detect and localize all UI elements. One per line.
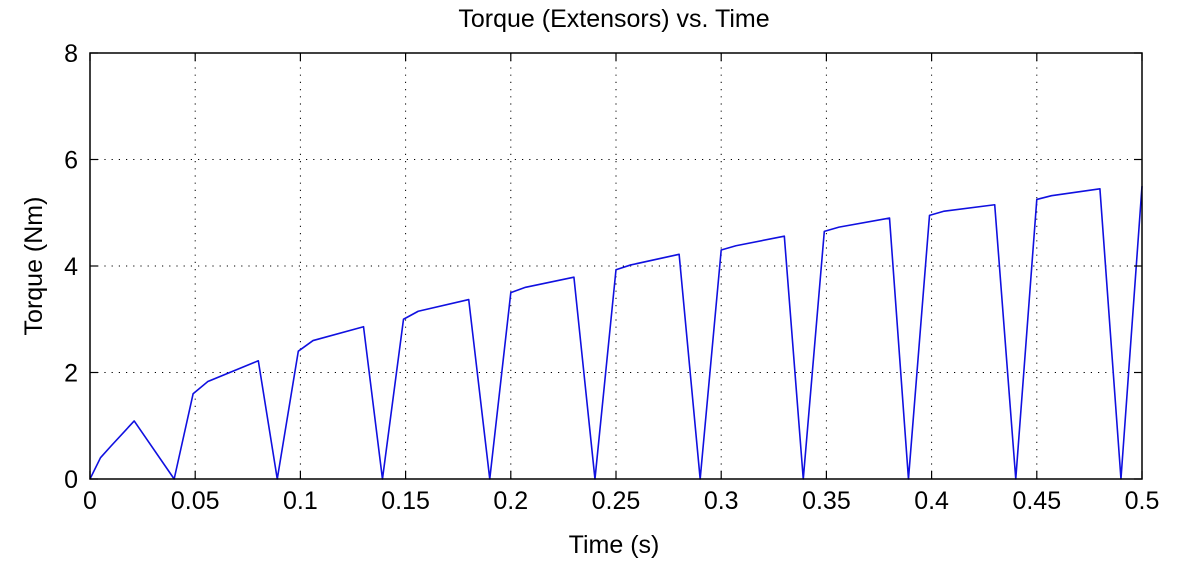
- y-tick-label: 8: [64, 40, 78, 68]
- x-tick-label: 0.05: [171, 487, 220, 515]
- x-tick-label: 0.45: [1012, 487, 1061, 515]
- x-tick-label: 0.15: [381, 487, 430, 515]
- x-tick-label: 0.1: [283, 487, 318, 515]
- y-tick-label: 2: [64, 360, 78, 388]
- x-axis-label: Time (s): [569, 531, 660, 559]
- chart-title: Torque (Extensors) vs. Time: [458, 5, 769, 33]
- x-axis-ticks: 0 0.05 0.1 0.15 0.2 0.25 0.3 0.35 0.4 0.45 0.5: [83, 53, 1159, 515]
- x-tick-label: 0.4: [914, 487, 949, 515]
- x-tick-label: 0.5: [1125, 487, 1160, 515]
- y-tick-label: 0: [64, 466, 78, 494]
- x-tick-label: 0: [83, 487, 97, 515]
- x-tick-label: 0.3: [704, 487, 739, 515]
- y-axis-ticks: 0 2 4 6 8: [64, 40, 1142, 494]
- grid-lines: [90, 53, 1142, 479]
- y-tick-label: 6: [64, 147, 78, 175]
- y-axis-label: Torque (Nm): [20, 197, 48, 336]
- x-tick-label: 0.2: [493, 487, 528, 515]
- x-tick-label: 0.25: [592, 487, 641, 515]
- x-tick-label: 0.35: [802, 487, 851, 515]
- torque-series-line: [89, 186, 1143, 480]
- y-tick-label: 4: [64, 253, 78, 281]
